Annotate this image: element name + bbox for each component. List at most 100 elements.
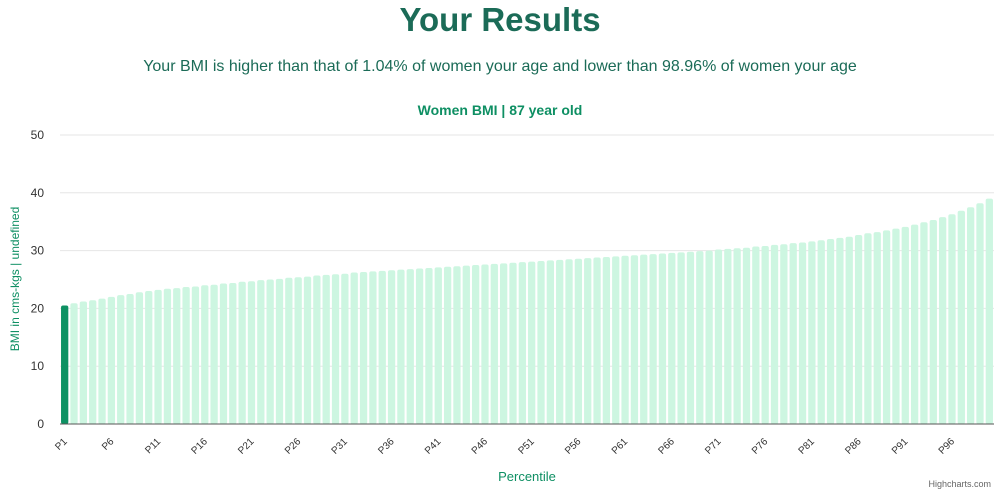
bar-p57[interactable] [584, 258, 592, 424]
bar-p89[interactable] [882, 230, 891, 424]
bar-p96[interactable] [948, 214, 956, 424]
bar-p99[interactable] [976, 203, 984, 424]
bar-p32[interactable] [350, 272, 358, 424]
bar-p88[interactable] [873, 232, 881, 424]
bar-p61[interactable] [621, 255, 629, 424]
bar-p79[interactable] [789, 243, 797, 424]
bar-p94[interactable] [929, 219, 937, 424]
bar-p76[interactable] [761, 245, 769, 424]
bar-p23[interactable] [266, 279, 274, 425]
bar-p86[interactable] [854, 234, 863, 424]
bar-p28[interactable] [313, 275, 321, 424]
bar-p70[interactable] [705, 250, 713, 424]
bar-p17[interactable] [210, 284, 218, 424]
bar-p30[interactable] [331, 274, 340, 424]
bar-p9[interactable] [135, 292, 144, 424]
bar-p50[interactable] [518, 262, 526, 424]
bar-p7[interactable] [117, 295, 125, 424]
bar-p63[interactable] [640, 254, 648, 424]
bar-p3[interactable] [79, 301, 87, 424]
bar-p35[interactable] [378, 270, 386, 424]
bar-p68[interactable] [686, 251, 695, 424]
bar-p20[interactable] [238, 281, 246, 424]
bar-p29[interactable] [322, 274, 330, 424]
bar-p78[interactable] [780, 244, 788, 424]
bar-p42[interactable] [443, 266, 452, 424]
bar-p100[interactable] [985, 198, 993, 424]
bar-p33[interactable] [359, 271, 368, 424]
bar-p6[interactable] [107, 296, 116, 424]
bar-p34[interactable] [369, 271, 377, 424]
credits-link[interactable]: Highcharts.com [928, 479, 991, 489]
bar-p22[interactable] [257, 280, 265, 424]
bar-p45[interactable] [471, 265, 480, 424]
bar-p77[interactable] [770, 244, 779, 424]
bar-p19[interactable] [229, 282, 237, 424]
bar-p84[interactable] [836, 237, 844, 424]
bar-p58[interactable] [593, 257, 601, 424]
bar-p41[interactable] [434, 267, 442, 424]
bar-p5[interactable] [98, 298, 106, 424]
bar-p51[interactable] [528, 261, 536, 424]
bar-p46[interactable] [481, 264, 489, 424]
bar-p11[interactable] [154, 289, 162, 424]
bar-p26[interactable] [294, 277, 302, 424]
bar-p97[interactable] [957, 210, 965, 424]
bar-p93[interactable] [920, 222, 928, 424]
bar-p74[interactable] [742, 247, 751, 424]
bar-p52[interactable] [537, 261, 545, 424]
bar-p25[interactable] [285, 277, 293, 424]
bar-p43[interactable] [453, 266, 461, 424]
bar-p69[interactable] [696, 251, 704, 424]
bar-p65[interactable] [658, 253, 667, 424]
bar-p2[interactable] [70, 303, 78, 424]
bar-p39[interactable] [415, 268, 424, 424]
bar-p82[interactable] [817, 240, 825, 424]
bar-p62[interactable] [630, 255, 639, 424]
bar-p27[interactable] [303, 276, 312, 424]
bar-p95[interactable] [938, 217, 947, 424]
bar-p44[interactable] [462, 265, 470, 424]
bar-p31[interactable] [341, 273, 349, 424]
bar-p36[interactable] [387, 270, 396, 424]
bar-p37[interactable] [397, 269, 405, 424]
bar-p8[interactable] [126, 293, 134, 424]
bar-p4[interactable] [89, 300, 97, 424]
bar-p55[interactable] [565, 259, 573, 424]
bar-p60[interactable] [612, 256, 620, 424]
bar-p73[interactable] [733, 248, 741, 424]
bar-p24[interactable] [275, 278, 284, 424]
bar-p14[interactable] [182, 287, 190, 424]
bar-p66[interactable] [668, 252, 676, 424]
bar-p16[interactable] [201, 285, 209, 424]
bar-p91[interactable] [901, 226, 909, 424]
bar-p48[interactable] [500, 263, 508, 424]
bar-p83[interactable] [826, 239, 835, 424]
bar-p15[interactable] [191, 286, 200, 424]
bar-p85[interactable] [845, 236, 853, 424]
bar-p53[interactable] [546, 260, 554, 424]
bar-p80[interactable] [798, 242, 807, 424]
bar-p81[interactable] [808, 241, 816, 424]
bar-p98[interactable] [967, 207, 975, 424]
bar-p59[interactable] [602, 256, 611, 424]
bar-p87[interactable] [864, 233, 872, 424]
bar-p38[interactable] [406, 269, 414, 424]
bar-p47[interactable] [490, 263, 498, 424]
bar-p1[interactable] [61, 305, 69, 424]
bar-p64[interactable] [649, 254, 657, 424]
bar-p21[interactable] [247, 281, 256, 424]
bar-p72[interactable] [724, 248, 732, 424]
bar-p56[interactable] [574, 258, 583, 424]
bar-p75[interactable] [752, 246, 760, 424]
bar-p49[interactable] [509, 262, 517, 424]
bar-p12[interactable] [163, 288, 172, 424]
bar-p67[interactable] [677, 252, 685, 424]
bar-p90[interactable] [892, 228, 900, 424]
bar-p54[interactable] [556, 259, 564, 424]
bar-p18[interactable] [219, 283, 228, 424]
bar-p40[interactable] [425, 267, 433, 424]
bar-p13[interactable] [173, 288, 181, 424]
bar-p10[interactable] [145, 291, 153, 424]
bar-p71[interactable] [714, 249, 723, 424]
